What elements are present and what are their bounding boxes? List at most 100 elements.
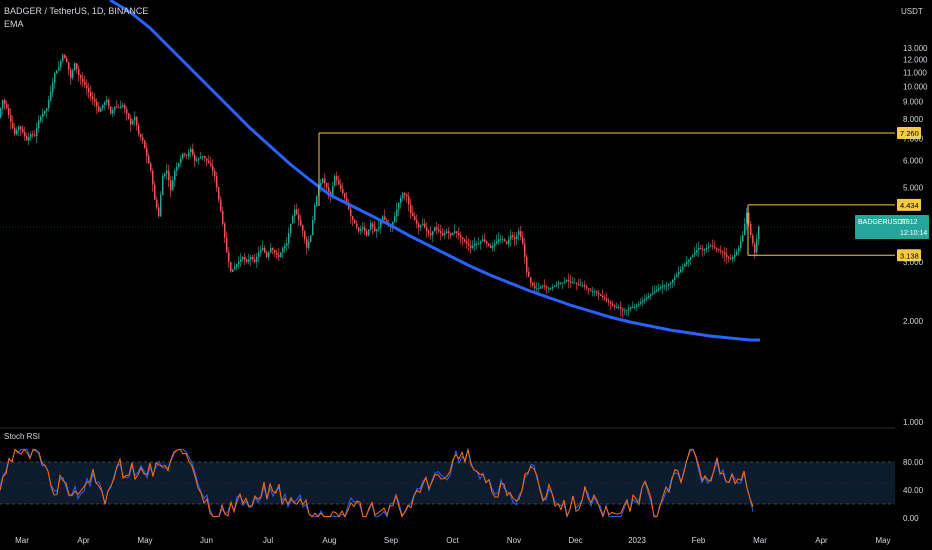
candle-body bbox=[312, 220, 314, 236]
candle-body bbox=[350, 209, 352, 217]
candle-body bbox=[430, 233, 432, 236]
candle-body bbox=[402, 193, 404, 198]
candle-body bbox=[458, 233, 460, 236]
candle-body bbox=[362, 227, 364, 230]
candle-body bbox=[654, 291, 656, 293]
candle-body bbox=[508, 239, 510, 244]
candle-body bbox=[526, 256, 528, 273]
candle-body bbox=[488, 243, 490, 246]
candle-body bbox=[408, 196, 410, 205]
stoch-rsi-title[interactable]: Stoch RSI bbox=[4, 432, 41, 441]
candle-body bbox=[206, 158, 208, 161]
candle-body bbox=[578, 284, 580, 286]
rsi-tick: 80.00 bbox=[903, 458, 924, 467]
candle-body bbox=[592, 291, 594, 293]
candle-body bbox=[466, 241, 468, 244]
candle-body bbox=[540, 286, 542, 289]
candle-body bbox=[50, 91, 52, 101]
candle-body bbox=[574, 282, 576, 284]
candle-body bbox=[360, 229, 362, 232]
candle-body bbox=[124, 104, 126, 110]
candle-body bbox=[278, 254, 280, 257]
candle-body bbox=[710, 245, 712, 247]
candle-body bbox=[608, 300, 610, 303]
level-value: 3.138 bbox=[900, 251, 919, 260]
candle-body bbox=[714, 246, 716, 248]
candle-body bbox=[750, 223, 752, 235]
candle-body bbox=[610, 302, 612, 304]
candle-body bbox=[140, 134, 142, 138]
candle-body bbox=[688, 259, 690, 262]
candle-body bbox=[740, 241, 742, 248]
candle-body bbox=[176, 167, 178, 171]
candle-body bbox=[166, 170, 168, 174]
candle-body bbox=[164, 173, 166, 177]
candle-body bbox=[400, 197, 402, 203]
candle-body bbox=[216, 176, 218, 188]
candle-body bbox=[722, 251, 724, 253]
candle-body bbox=[258, 252, 260, 258]
candle-body bbox=[668, 284, 670, 286]
candle-body bbox=[442, 233, 444, 236]
candle-body bbox=[616, 307, 618, 308]
candle-body bbox=[662, 285, 664, 287]
candle-body bbox=[370, 223, 372, 230]
candle-body bbox=[296, 209, 298, 215]
candle-body bbox=[74, 63, 76, 71]
candle-body bbox=[718, 249, 720, 251]
candle-body bbox=[92, 96, 94, 100]
candle-body bbox=[580, 285, 582, 287]
candle-body bbox=[224, 223, 226, 238]
candle-body bbox=[178, 163, 180, 168]
candle-body bbox=[340, 184, 342, 189]
price-chart[interactable] bbox=[0, 53, 760, 318]
candle-body bbox=[648, 295, 650, 298]
candle-body bbox=[746, 212, 748, 224]
candle-body bbox=[758, 226, 760, 240]
stoch-rsi-panel[interactable] bbox=[0, 447, 895, 519]
candle-body bbox=[548, 288, 550, 290]
candle-body bbox=[416, 219, 418, 224]
candle-body bbox=[118, 107, 120, 109]
candle-body bbox=[512, 235, 514, 238]
candle-body bbox=[674, 277, 676, 280]
ema-legend[interactable]: EMA bbox=[4, 19, 24, 29]
time-axis[interactable]: Mar Apr May Jun Jul Aug Sep Oct Nov Dec 2023 Feb Mar… bbox=[15, 536, 890, 545]
candle-body bbox=[160, 194, 162, 217]
candle-body bbox=[84, 81, 86, 85]
candle-body bbox=[40, 117, 42, 121]
candle-body bbox=[274, 250, 276, 253]
candle-body bbox=[694, 252, 696, 255]
candle-body bbox=[42, 113, 44, 118]
candle-body bbox=[88, 87, 90, 93]
candle-body bbox=[14, 128, 16, 135]
candle-body bbox=[112, 109, 114, 114]
candle-body bbox=[700, 247, 702, 250]
candle-body bbox=[678, 271, 680, 275]
candle-body bbox=[64, 54, 66, 59]
candle-body bbox=[562, 282, 564, 284]
candle-body bbox=[28, 137, 30, 141]
candle-body bbox=[130, 118, 132, 125]
candle-body bbox=[266, 252, 268, 257]
candle-body bbox=[292, 216, 294, 224]
candle-body bbox=[114, 106, 116, 110]
candle-body bbox=[602, 295, 604, 298]
candle-body bbox=[48, 99, 50, 109]
candle-body bbox=[336, 176, 338, 181]
candle-body bbox=[326, 183, 328, 188]
candle-body bbox=[600, 294, 602, 296]
candle-body bbox=[492, 245, 494, 248]
candle-body bbox=[614, 305, 616, 307]
candle-body bbox=[282, 247, 284, 253]
candle-body bbox=[172, 180, 174, 191]
candle-body bbox=[530, 277, 532, 283]
candle-body bbox=[446, 231, 448, 234]
candle-body bbox=[228, 252, 230, 262]
level-tag bbox=[897, 198, 921, 211]
symbol-title[interactable]: BADGER / TetherUS, 1D, BINANCE bbox=[4, 6, 149, 16]
candle-body bbox=[504, 239, 506, 242]
candle-body bbox=[44, 110, 46, 114]
price-levels: 7.260 4.434 3.138 bbox=[0, 126, 921, 262]
